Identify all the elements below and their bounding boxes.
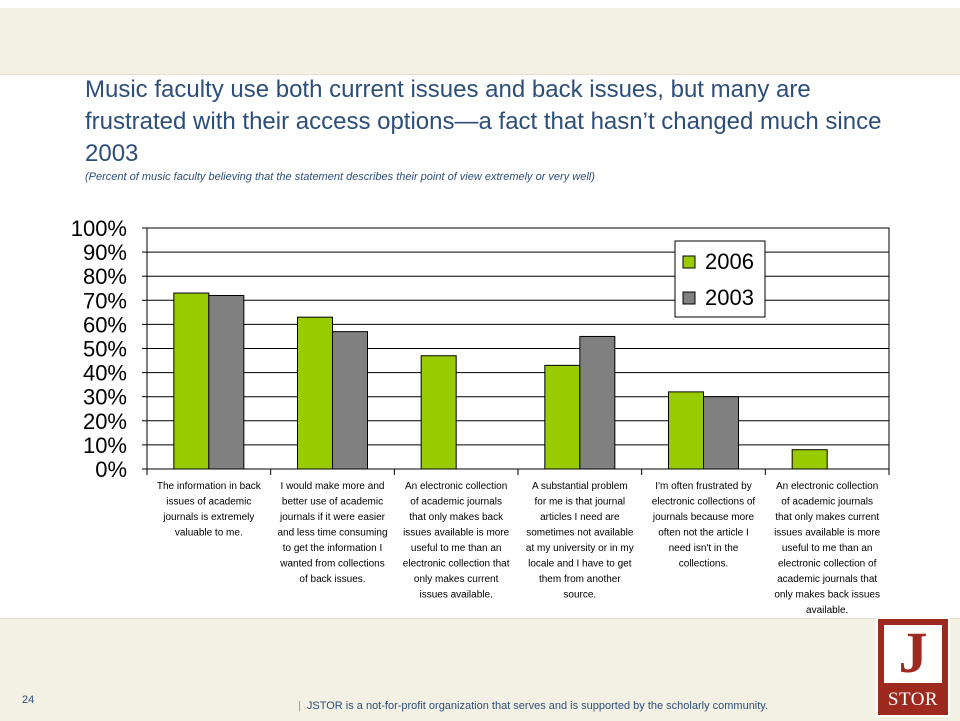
category-label: useful to me than an xyxy=(411,543,502,554)
category-label: of back issues. xyxy=(299,574,365,585)
bar-2006 xyxy=(544,364,581,470)
category-label: journals if it were easier xyxy=(279,512,386,523)
bar-2006 xyxy=(668,391,704,470)
bar-chart: 0%10%20%30%40%50%60%70%80%90%100% The inf… xyxy=(71,216,890,616)
slide-title: Music faculty use both current issues an… xyxy=(85,76,882,167)
y-tick-label: 80% xyxy=(83,264,127,289)
category-label: academic journals that xyxy=(777,574,877,585)
category-label: electronic collections of xyxy=(652,497,756,508)
footer-separator: | xyxy=(298,700,301,712)
bar-2003 xyxy=(332,331,368,470)
bar-2006 xyxy=(297,316,333,470)
logo-wordmark: STOR xyxy=(887,689,939,710)
category-label: issues of academic xyxy=(166,497,251,508)
category-label: that only makes current xyxy=(775,512,879,523)
legend-label-2006: 2006 xyxy=(705,249,754,274)
y-tick-label: 30% xyxy=(83,385,127,410)
y-tick-label: 20% xyxy=(83,409,127,434)
category-label: issues available is more xyxy=(403,528,510,539)
logo-letter: J xyxy=(898,620,928,685)
category-label: electronic collection that xyxy=(403,559,510,570)
jstor-monogram: J xyxy=(884,621,942,685)
y-tick-label: 100% xyxy=(71,216,127,241)
legend-swatch-2003 xyxy=(682,291,696,305)
category-label: them from another xyxy=(539,574,621,585)
footer: | JSTOR is a not-for-profit organization … xyxy=(298,700,768,712)
bar-2006 xyxy=(173,292,210,470)
legend-label-2003: 2003 xyxy=(705,285,754,310)
category-label: wanted from collections xyxy=(279,559,385,570)
category-label: issues available. xyxy=(419,590,492,601)
y-tick-label: 10% xyxy=(83,433,127,458)
category-label: journals is extremely xyxy=(162,512,254,523)
category-label: An electronic collection xyxy=(405,481,507,492)
footer-text: JSTOR is a not-for-profit organization t… xyxy=(306,700,769,712)
slide-subtitle: (Percent of music faculty believing that… xyxy=(85,171,595,183)
category-label: for me is that journal xyxy=(535,497,626,508)
category-label: journals because more xyxy=(652,512,755,523)
category-label: collections. xyxy=(679,559,728,570)
legend-swatch-2006 xyxy=(682,255,696,269)
category-label: electronic collection of xyxy=(778,559,877,570)
category-label: that only makes back xyxy=(409,512,504,523)
category-label: source. xyxy=(563,590,596,601)
y-tick-label: 60% xyxy=(83,312,127,337)
category-label: and less time consuming xyxy=(277,528,387,539)
category-label: better use of academic xyxy=(282,497,383,508)
category-label: only makes back issues xyxy=(774,590,880,601)
y-tick-label: 90% xyxy=(83,240,127,265)
jstor-logo: J STOR xyxy=(876,617,950,717)
category-label: valuable to me. xyxy=(175,528,243,539)
category-label: issues available is more xyxy=(774,528,881,539)
category-label: to get the information I xyxy=(283,543,383,554)
category-label: A substantial problem xyxy=(532,481,628,492)
category-label: sometimes not available xyxy=(526,528,634,539)
header-band xyxy=(0,8,960,75)
y-tick-label: 70% xyxy=(83,288,127,313)
bar-2003 xyxy=(208,294,245,470)
slide-number: 24 xyxy=(22,694,35,706)
category-label: of academic journals xyxy=(410,497,502,508)
y-tick-label: 50% xyxy=(83,337,127,362)
y-tick-label: 40% xyxy=(83,361,127,386)
category-label: I would make more and xyxy=(281,481,385,492)
bar-2006 xyxy=(791,449,828,470)
category-label: at my university or in my xyxy=(526,543,634,554)
category-label: locale and I have to get xyxy=(528,559,632,570)
category-label: The information in back xyxy=(157,481,262,492)
category-label: articles I need are xyxy=(540,512,620,523)
bar-2003 xyxy=(703,396,739,470)
footer-band xyxy=(0,618,960,721)
category-label: available. xyxy=(806,605,848,616)
category-label: of academic journals xyxy=(781,497,873,508)
category-label: only makes current xyxy=(414,574,499,585)
bar-2006 xyxy=(420,355,457,470)
category-label: often not the article I xyxy=(658,528,749,539)
y-tick-label: 0% xyxy=(95,457,127,482)
category-label: I'm often frustrated by xyxy=(655,481,751,492)
category-label: need isn't in the xyxy=(669,543,739,554)
bar-2003 xyxy=(579,335,616,470)
category-label: An electronic collection xyxy=(776,481,878,492)
category-label: useful to me than an xyxy=(782,543,873,554)
